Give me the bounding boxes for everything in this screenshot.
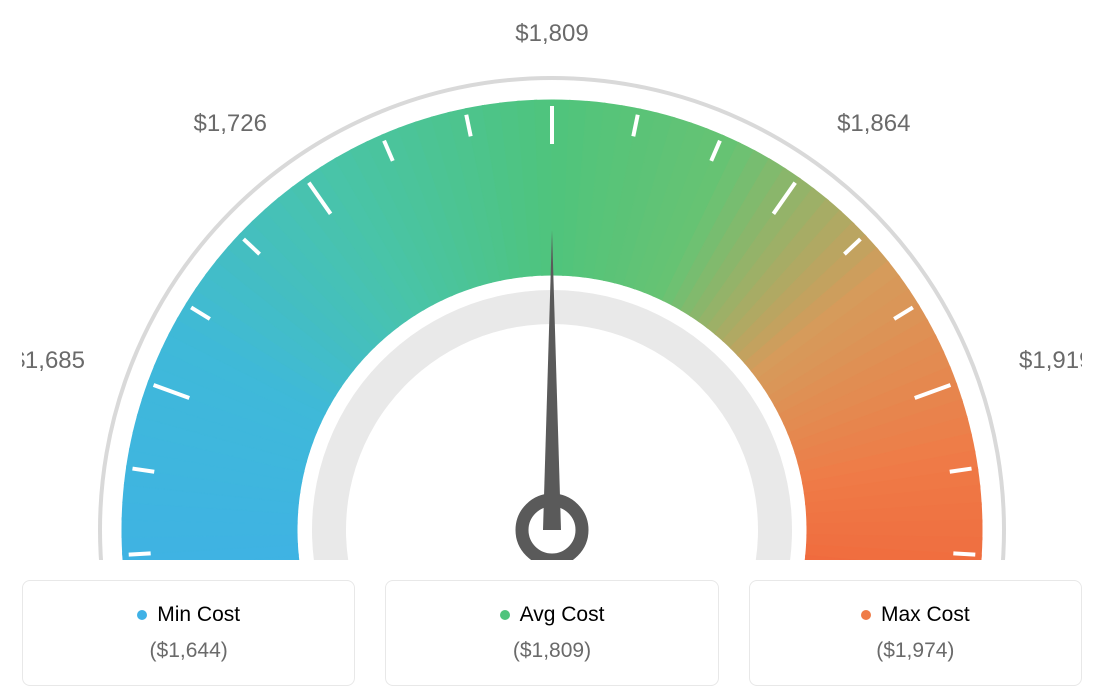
legend-label: Min Cost [157, 603, 240, 627]
gauge-chart: $1,644$1,685$1,726$1,809$1,864$1,919$1,9… [22, 20, 1082, 560]
legend-card-min: Min Cost ($1,644) [22, 580, 355, 686]
dot-icon [500, 610, 510, 620]
gauge-tick-label: $1,726 [194, 110, 267, 137]
legend-label: Max Cost [881, 603, 970, 627]
legend-label: Avg Cost [520, 603, 605, 627]
gauge-tick-label: $1,809 [515, 20, 588, 47]
legend-card-max: Max Cost ($1,974) [749, 580, 1082, 686]
gauge-tick-label: $1,685 [22, 347, 85, 374]
gauge-svg: $1,644$1,685$1,726$1,809$1,864$1,919$1,9… [22, 20, 1082, 560]
legend-title-max: Max Cost [861, 603, 970, 627]
legend-row: Min Cost ($1,644) Avg Cost ($1,809) Max … [22, 580, 1082, 686]
legend-card-avg: Avg Cost ($1,809) [385, 580, 718, 686]
legend-title-avg: Avg Cost [500, 603, 605, 627]
dot-icon [861, 610, 871, 620]
legend-value: ($1,974) [760, 639, 1071, 663]
legend-value: ($1,644) [33, 639, 344, 663]
gauge-tick-label: $1,919 [1019, 347, 1082, 374]
legend-title-min: Min Cost [137, 603, 240, 627]
legend-value: ($1,809) [396, 639, 707, 663]
gauge-tick-label: $1,864 [837, 110, 910, 137]
dot-icon [137, 610, 147, 620]
